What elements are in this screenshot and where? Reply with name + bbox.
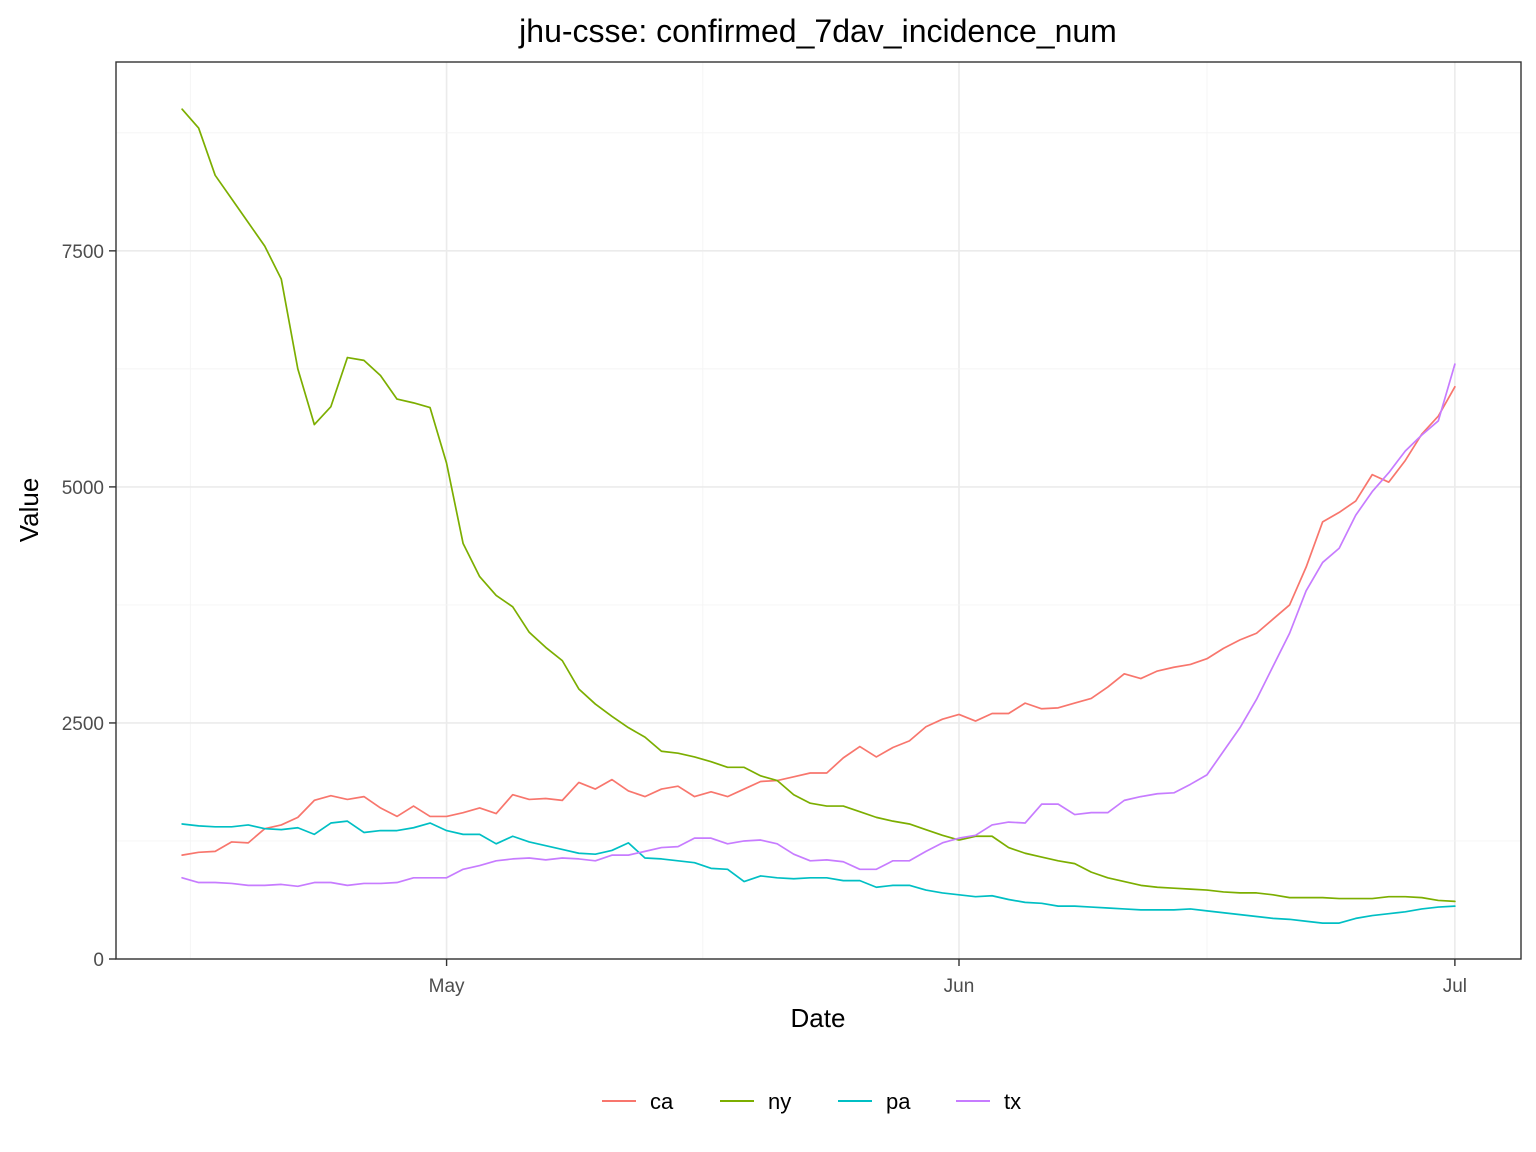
legend-label: tx (1004, 1089, 1021, 1114)
panel-border (115, 61, 1522, 960)
legend-item-ny: ny (720, 1089, 791, 1114)
series-lines (181, 108, 1456, 924)
x-tick-label: May (429, 976, 465, 997)
y-tick-label: 5000 (62, 478, 104, 499)
legend-label: ca (650, 1089, 674, 1114)
legend-item-ca: ca (602, 1089, 674, 1114)
legend-item-tx: tx (956, 1089, 1021, 1114)
grid (116, 62, 1521, 960)
series-line-pa (181, 820, 1456, 924)
x-tick-label: Jun (944, 976, 975, 997)
series-line-ca (181, 385, 1456, 856)
y-axis-title: Value (14, 478, 44, 543)
series-line-ny (181, 108, 1456, 903)
x-axis-title: Date (791, 1003, 846, 1033)
y-tick-label: 7500 (62, 242, 104, 263)
axis-ticks: May Jun Jul 0 2500 5000 7500 (62, 242, 1467, 997)
x-tick-label: Jul (1443, 976, 1467, 997)
y-tick-label: 0 (93, 950, 104, 971)
legend-label: pa (886, 1089, 911, 1114)
legend-item-pa: pa (838, 1089, 911, 1114)
chart-title: jhu-csse: confirmed_7dav_incidence_num (518, 13, 1117, 49)
legend: ca ny pa tx (602, 1089, 1021, 1114)
series-line-tx (181, 363, 1456, 888)
legend-label: ny (768, 1089, 791, 1114)
y-tick-label: 2500 (62, 714, 104, 735)
